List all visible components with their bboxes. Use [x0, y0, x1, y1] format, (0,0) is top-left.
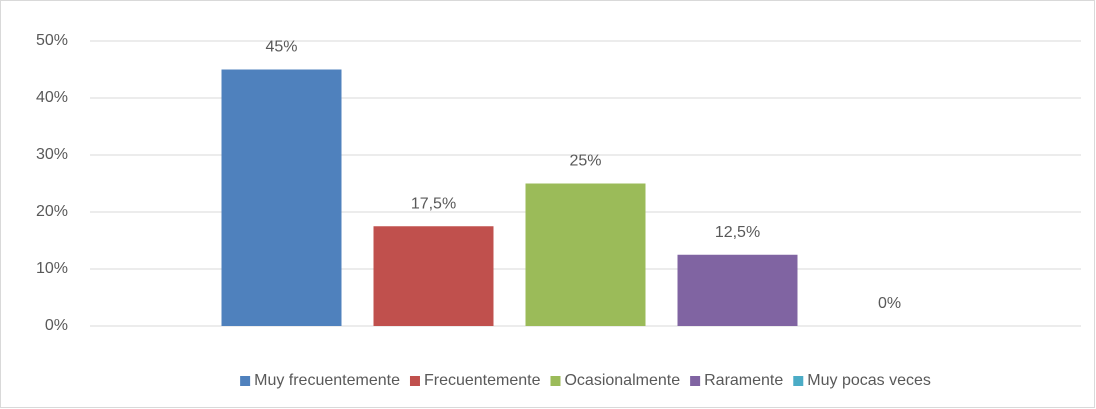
legend-label: Raramente [704, 372, 783, 389]
data-label: 17,5% [411, 195, 456, 212]
legend-swatch [690, 376, 701, 386]
y-tick-label: 40% [36, 89, 68, 106]
data-label: 45% [265, 39, 297, 56]
legend-label: Ocasionalmente [564, 372, 680, 389]
legend-label: Frecuentemente [424, 372, 541, 389]
y-tick-label: 20% [36, 203, 68, 220]
data-label: 12,5% [715, 224, 760, 241]
bar [221, 69, 342, 326]
legend-swatch [793, 376, 804, 386]
y-tick-label: 50% [36, 32, 68, 49]
legend-label: Muy pocas veces [807, 372, 931, 389]
bar [677, 254, 798, 326]
legend-label: Muy frecuentemente [254, 372, 400, 389]
bar [525, 183, 646, 326]
legend-swatch [409, 376, 420, 386]
y-tick-label: 30% [36, 146, 68, 163]
y-tick-label: 10% [36, 260, 68, 277]
bar [373, 226, 494, 326]
legend-swatch [550, 376, 561, 386]
y-tick-label: 0% [45, 317, 68, 334]
legend-swatch [240, 376, 251, 386]
data-label: 25% [569, 153, 601, 170]
data-label: 0% [878, 295, 901, 312]
